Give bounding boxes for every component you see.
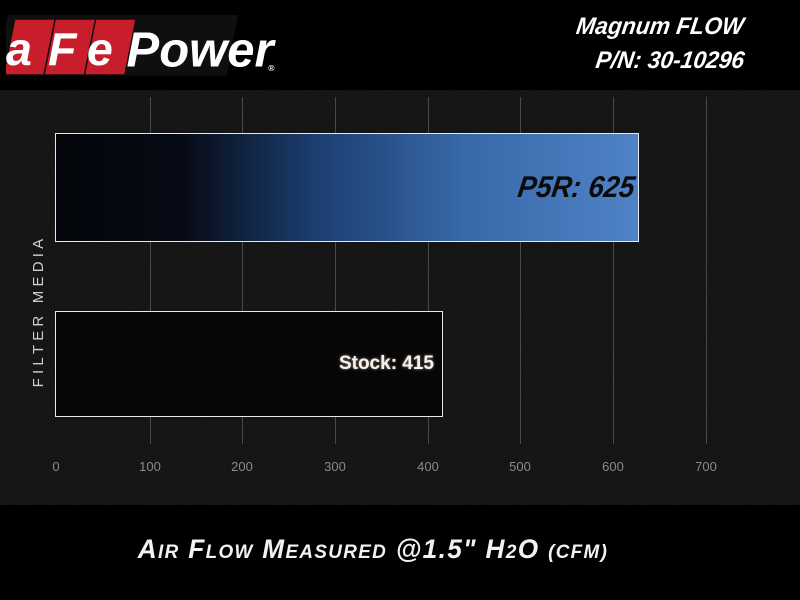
svg-text:F: F bbox=[48, 23, 78, 75]
svg-text:Power: Power bbox=[127, 23, 277, 77]
svg-text:®: ® bbox=[268, 63, 275, 73]
svg-text:a: a bbox=[6, 23, 32, 75]
svg-text:e: e bbox=[87, 23, 113, 75]
